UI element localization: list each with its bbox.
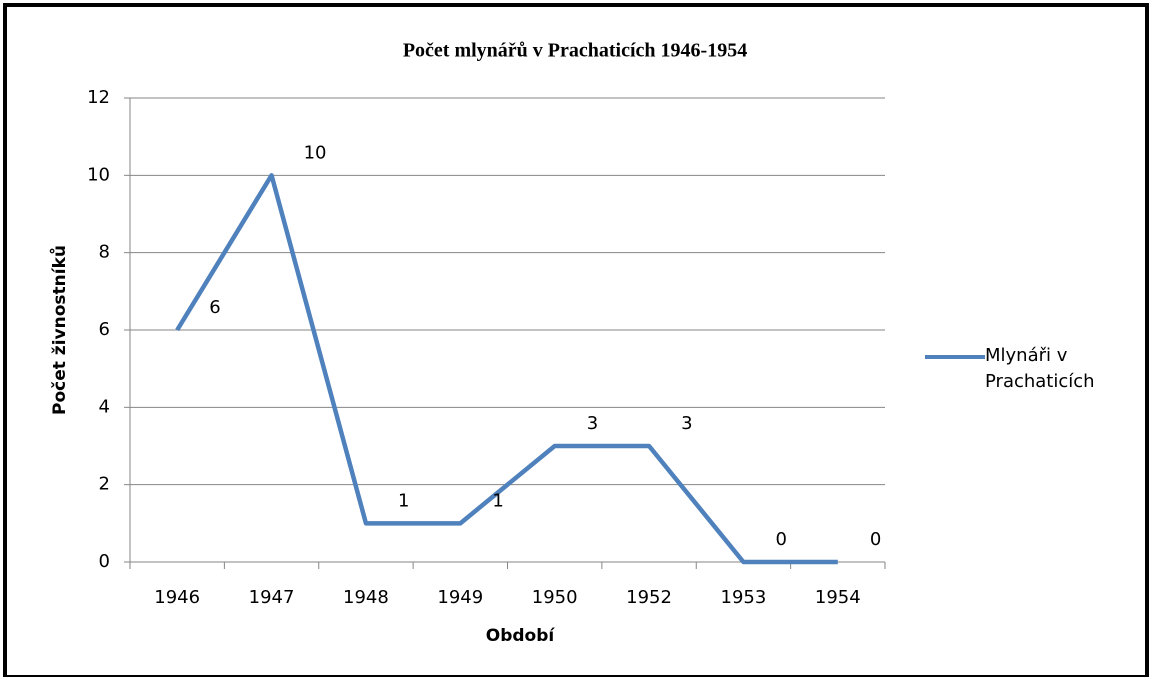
x-tick-label: 1954: [815, 587, 861, 608]
y-tick-label: 6: [99, 319, 110, 340]
y-tick-label: 10: [87, 164, 110, 185]
x-tick-label: 1949: [437, 587, 483, 608]
data-label: 3: [681, 413, 692, 434]
y-tick-label: 0: [99, 551, 110, 572]
y-tick-label: 12: [87, 87, 110, 108]
frame: [3, 3, 1149, 677]
series-line: [175, 173, 838, 565]
data-label: 1: [398, 490, 409, 511]
x-tick-label: 1953: [721, 587, 767, 608]
data-label: 10: [304, 142, 327, 163]
y-tick-label: 8: [99, 242, 110, 263]
data-label: 1: [492, 490, 503, 511]
y-tick-label: 4: [99, 396, 110, 417]
legend-swatch: [925, 355, 985, 359]
x-tick-label: 1950: [532, 587, 578, 608]
data-label: 3: [587, 413, 598, 434]
chart-title: Počet mlynářů v Prachaticích 1946-1954: [403, 40, 747, 62]
y-axis-title: Počet živnostníků: [48, 245, 70, 415]
x-tick-label: 1952: [626, 587, 672, 608]
legend-label: Mlynáři v Prachaticích: [985, 345, 1095, 392]
x-tick-label: 1947: [249, 587, 295, 608]
data-label: 0: [775, 529, 786, 550]
y-tick-label: 2: [99, 474, 110, 495]
x-tick-label: 1946: [154, 587, 200, 608]
x-tick-label: 1948: [343, 587, 389, 608]
x-axis-title: Období: [486, 626, 556, 646]
legend: Mlynáři v Prachaticích: [925, 343, 1135, 395]
data-label: 0: [870, 529, 881, 550]
data-label: 6: [209, 297, 220, 318]
